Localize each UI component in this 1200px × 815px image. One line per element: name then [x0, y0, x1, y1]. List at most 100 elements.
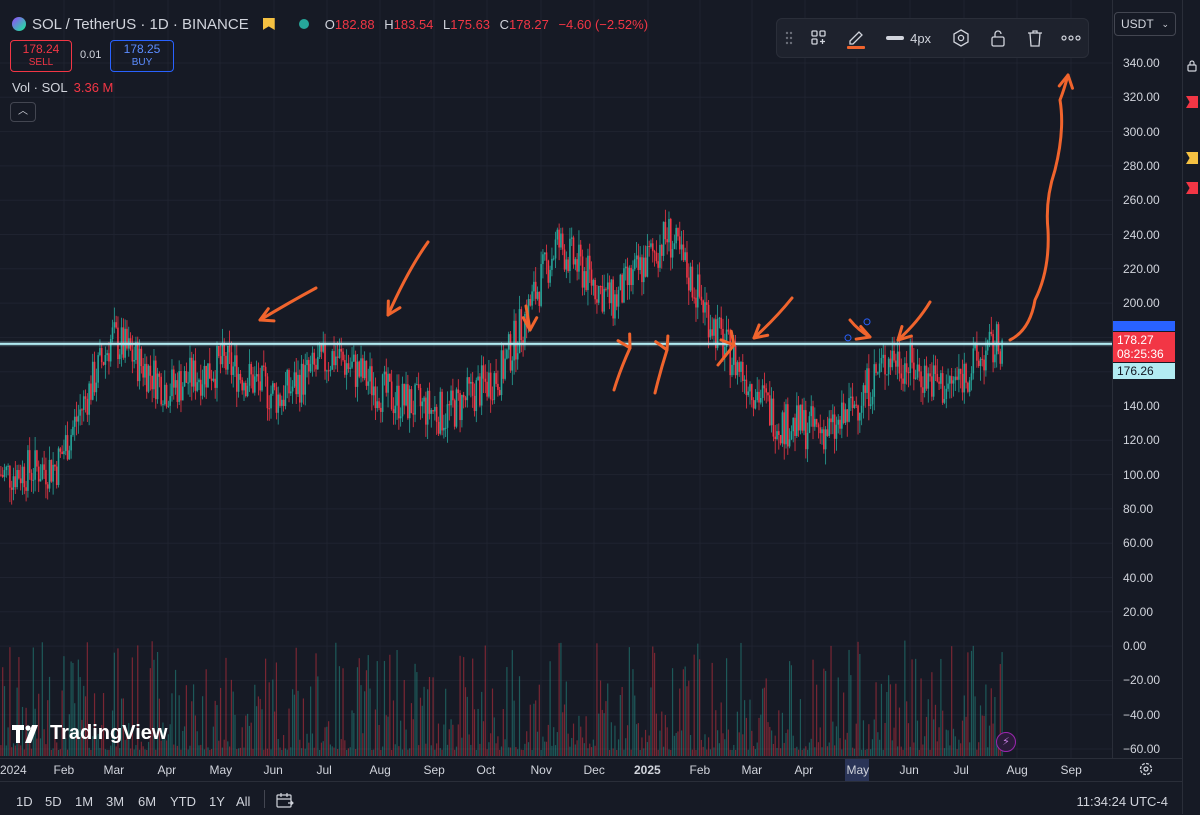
sell-button[interactable]: 178.24 SELL [10, 40, 72, 72]
volume-bar [482, 721, 485, 756]
more-icon[interactable] [1054, 19, 1088, 57]
range-button-all[interactable]: All [236, 794, 251, 809]
volume-bar [763, 687, 766, 756]
currency-dropdown[interactable]: USDT ⌄ [1114, 12, 1176, 36]
template-icon[interactable] [801, 19, 837, 57]
volume-bar [237, 748, 240, 756]
candle-body [565, 259, 568, 270]
volume-bar [915, 658, 917, 756]
line-color-button[interactable] [837, 19, 875, 57]
volume-bar [987, 747, 989, 756]
unlock-icon[interactable] [980, 19, 1016, 57]
volume-bar [794, 748, 796, 756]
volume-bar [500, 746, 503, 756]
volume-bar [821, 747, 823, 756]
candle-body [561, 233, 564, 250]
candle-body [340, 348, 343, 352]
trash-icon[interactable] [1016, 19, 1054, 57]
settings-hex-icon[interactable] [942, 19, 980, 57]
candle-body [194, 360, 197, 391]
volume-bar [342, 668, 344, 756]
buy-button[interactable]: 178.25 BUY [110, 40, 174, 72]
volume-bar [21, 706, 24, 756]
marker-yellow-icon[interactable] [1186, 152, 1198, 164]
price-axis-label: 260.00 [1123, 193, 1160, 208]
range-button-ytd[interactable]: YTD [170, 794, 196, 809]
volume-bar [893, 727, 895, 756]
flag-icon[interactable] [262, 18, 275, 30]
volume-bar [563, 704, 566, 756]
settings-gear-icon[interactable] [1138, 761, 1154, 777]
range-button-5d[interactable]: 5D [45, 794, 62, 809]
volume-bar [77, 659, 79, 756]
annotation-arrowhead [258, 307, 276, 323]
price-chart[interactable] [0, 0, 1112, 758]
range-button-3m[interactable]: 3M [106, 794, 125, 809]
volume-bar [839, 738, 841, 756]
candle-body [455, 389, 458, 427]
candle-body [547, 260, 550, 283]
volume-bar [138, 749, 141, 756]
volume-bar [437, 723, 440, 756]
range-button-1m[interactable]: 1M [75, 794, 94, 809]
symbol-title[interactable]: SOL / TetherUS · 1D · BINANCE [32, 15, 249, 33]
bolt-icon[interactable]: ⚡ [996, 732, 1016, 752]
volume-bar [870, 749, 872, 756]
volume-bar [3, 686, 6, 756]
candle-body [790, 431, 793, 440]
marker-red-icon[interactable] [1186, 96, 1198, 108]
range-button-1y[interactable]: 1Y [209, 794, 225, 809]
drag-handle-icon[interactable] [777, 19, 801, 57]
volume-bar [675, 733, 677, 756]
candle-body [794, 417, 796, 436]
candle-body [583, 271, 586, 288]
candle-body [181, 386, 184, 401]
range-button-6m[interactable]: 6M [138, 794, 157, 809]
tradingview-logo[interactable]: TradingView [12, 722, 167, 745]
range-button-1d[interactable]: 1D [16, 794, 33, 809]
candle-body [801, 404, 804, 431]
candle-body [423, 397, 425, 402]
candle-body [560, 233, 562, 248]
candle-body [929, 373, 931, 377]
time-axis[interactable]: 2024 Feb Mar Apr May Jun Jul Aug Sep Oct Nov Dec 202… [0, 758, 1182, 781]
candle-body [866, 368, 868, 393]
candle-body [522, 340, 524, 343]
volume-bar [104, 749, 106, 756]
candle-body [216, 346, 218, 388]
candle-body [808, 416, 811, 433]
candle-body [862, 385, 865, 406]
candle-body [711, 329, 713, 336]
candle-body [419, 387, 422, 407]
lock-side-icon[interactable] [1186, 60, 1198, 72]
chart-area[interactable] [0, 0, 1112, 758]
candle-body [709, 329, 712, 338]
volume-bar [529, 704, 531, 756]
volume-bar [47, 700, 49, 756]
price-axis[interactable]: 340.00 320.00 300.00 280.00 260.00 240.00 220.… [1112, 0, 1183, 758]
volume-bar [509, 747, 512, 756]
candle-body [491, 399, 494, 401]
volume-bar [277, 739, 279, 756]
marker-red-icon[interactable] [1186, 182, 1198, 194]
volume-bar [86, 642, 88, 756]
volume-bar [119, 748, 121, 756]
volume-bar [880, 683, 883, 756]
candle-body [468, 377, 470, 384]
volume-bar [261, 709, 263, 756]
candle-body [66, 435, 69, 460]
date-range-icon[interactable] [276, 792, 294, 808]
volume-bar [182, 730, 184, 756]
candle-body [39, 478, 42, 482]
candle-body [50, 459, 53, 482]
annotations [258, 73, 1074, 395]
candle-body [628, 267, 631, 286]
price-axis-label: 320.00 [1123, 90, 1160, 105]
collapse-legend-button[interactable]: ︿ [10, 102, 36, 122]
line-width-button[interactable]: 4px [875, 19, 943, 57]
volume-bar [686, 686, 688, 756]
volume-bar [745, 717, 747, 756]
clock-display[interactable]: 11:34:24 UTC-4 [1076, 794, 1168, 809]
volume-bar [650, 687, 652, 756]
volume-bar [225, 657, 227, 756]
